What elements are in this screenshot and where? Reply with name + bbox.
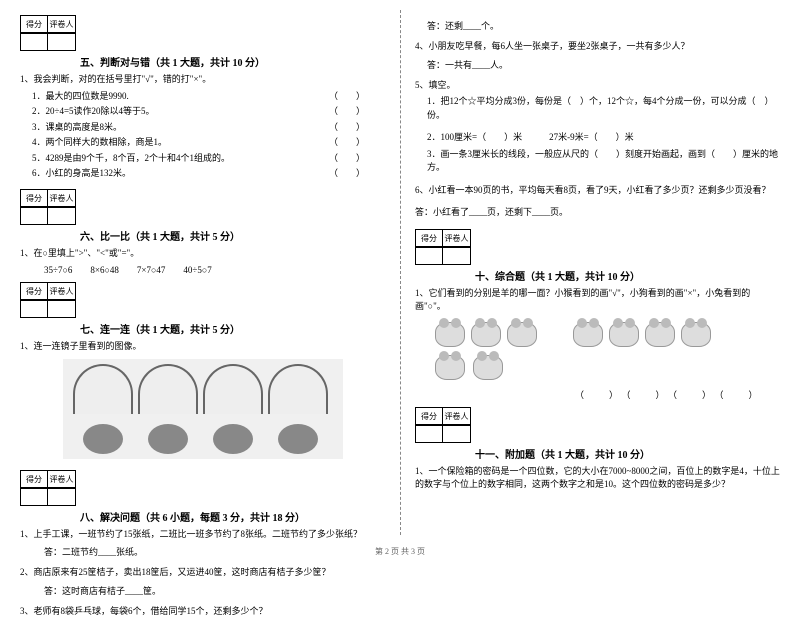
q8-2: 2、商店原来有25筐桔子，卖出18筐后，又运进40筐，这时商店有桔子多少筐？ [20, 566, 385, 580]
section-7-title: 七、连一连（共 1 大题，共计 5 分） [80, 321, 385, 336]
section-10-title: 十、综合题（共 1 大题，共计 10 分） [475, 268, 780, 283]
grader-blank [48, 300, 76, 318]
score-blank [20, 488, 48, 506]
q7-1: 1、连一连镜子里看到的图像。 [20, 340, 385, 354]
score-box-10: 得分 评卷人 [415, 229, 780, 265]
a8-4: 答：一共有____人。 [427, 58, 780, 71]
q5-item-6: 6．小红的身高是132米。 （ ） [32, 167, 385, 181]
score-blank [20, 300, 48, 318]
q6-1: 1、在○里填上">"、"<"或"="。 [20, 247, 385, 261]
q11-1: 1、一个保险箱的密码是一个四位数，它的大小在7000~8000之间，百位上的数字… [415, 465, 780, 492]
score-blank [415, 247, 443, 265]
score-box-8: 得分 评卷人 [20, 470, 385, 506]
score-label: 得分 [415, 229, 443, 247]
grader-blank [443, 247, 471, 265]
q5-item-1: 1．最大的四位数是9990. （ ） [32, 90, 385, 104]
q5-1: 1、我会判断，对的在括号里打"√"，错的打"×"。 [20, 73, 385, 87]
score-box-7: 得分 评卷人 [20, 282, 385, 318]
paren: （ ） [329, 90, 365, 104]
animal-icon [435, 355, 465, 380]
q6-row: 35÷7○6 8×6○48 7×7○47 40÷5○7 [44, 263, 385, 276]
grader-blank [48, 207, 76, 225]
q10-parens: （ ）（ ）（ ）（ ） [575, 388, 780, 401]
paren: （ ） [329, 167, 365, 181]
paren: （ ） [329, 136, 365, 150]
grader-label: 评卷人 [48, 189, 76, 207]
section-5-title: 五、判断对与错（共 1 大题，共计 10 分） [80, 54, 385, 69]
animal-icon [473, 355, 503, 380]
q8-6: 6、小红看一本90页的书，平均每天看8页，看了9天，小红看了多少页？还剩多少页没… [415, 184, 780, 198]
paren: （ ） [329, 105, 365, 119]
score-label: 得分 [20, 470, 48, 488]
score-label: 得分 [20, 15, 48, 33]
animals-row2 [435, 355, 780, 380]
item-text: 1．最大的四位数是9990. [32, 90, 129, 104]
score-box-5: 得分 评卷人 [20, 15, 385, 51]
section-6-title: 六、比一比（共 1 大题，共计 5 分） [80, 228, 385, 243]
section-8-title: 八、解决问题（共 6 小题，每题 3 分，共计 18 分） [80, 509, 385, 524]
animal-icon [645, 322, 675, 347]
grader-label: 评卷人 [443, 229, 471, 247]
score-label: 得分 [20, 189, 48, 207]
paren: （ ） [329, 152, 365, 166]
page-footer: 第 2 页 共 3 页 [0, 546, 800, 557]
q8-5-1: 1．把12个☆平均分成3份，每份是（ ）个，12个☆，每4个分成一份，可以分成（… [427, 95, 780, 122]
right-column: 答：还剩____个。 4、小朋友吃早餐，每6人坐一张桌子，要坐2张桌子，一共有多… [400, 0, 800, 565]
score-blank [415, 425, 443, 443]
a8-2: 答：这时商店有桔子____筐。 [44, 584, 385, 597]
animal-icon [507, 322, 537, 347]
q5-item-5: 5．4289是由9个千，8个百，2个十和4个1组成的。 （ ） [32, 152, 385, 166]
animal-icon [471, 322, 501, 347]
score-blank [20, 207, 48, 225]
grader-blank [48, 33, 76, 51]
item-text: 4．两个同样大的数相除，商是1。 [32, 136, 167, 150]
score-box-11: 得分 评卷人 [415, 407, 780, 443]
item-text: 6．小红的身高是132米。 [32, 167, 131, 181]
animal-icon [435, 322, 465, 347]
grader-label: 评卷人 [48, 15, 76, 33]
a8-6: 答：小红看了____页，还剩下____页。 [415, 206, 780, 220]
q5-item-3: 3．课桌的高度是8米。 （ ） [32, 121, 385, 135]
q8-3: 3、老师有8袋乒乓球，每袋6个，借给同学15个，还剩多少个？ [20, 605, 385, 618]
item-text: 3．课桌的高度是8米。 [32, 121, 122, 135]
animal-icon [609, 322, 639, 347]
q8-5: 5、填空。 [415, 79, 780, 93]
animal-icon [573, 322, 603, 347]
item-text: 5．4289是由9个千，8个百，2个十和4个1组成的。 [32, 152, 230, 166]
score-label: 得分 [20, 282, 48, 300]
q8-5-2: 2．100厘米=（ ）米 27米-9米=（ ）米 [427, 131, 780, 145]
score-label: 得分 [415, 407, 443, 425]
column-divider [400, 10, 401, 535]
q8-1: 1、上手工课，一班节约了15张纸，二班比一班多节约了8张纸。二班节约了多少张纸？ [20, 528, 385, 542]
score-box-6: 得分 评卷人 [20, 189, 385, 225]
q10-1: 1、它们看到的分别是羊的哪一面？小猴看到的画"√"，小狗看到的画"×"，小兔看到… [415, 287, 780, 314]
q5-item-2: 2．20÷4=5读作20除以4等于5。 （ ） [32, 105, 385, 119]
mirror-image [63, 359, 343, 459]
grader-blank [443, 425, 471, 443]
item-text: 2．20÷4=5读作20除以4等于5。 [32, 105, 155, 119]
left-column: 得分 评卷人 五、判断对与错（共 1 大题，共计 10 分） 1、我会判断，对的… [0, 0, 400, 565]
grader-blank [48, 488, 76, 506]
animal-icon [681, 322, 711, 347]
grader-label: 评卷人 [443, 407, 471, 425]
grader-label: 评卷人 [48, 470, 76, 488]
paren: （ ） [329, 121, 365, 135]
grader-label: 评卷人 [48, 282, 76, 300]
score-blank [20, 33, 48, 51]
section-11-title: 十一、附加题（共 1 大题，共计 10 分） [475, 446, 780, 461]
animals-image [435, 322, 780, 347]
q8-5-3: 3．画一条3厘米长的线段，一般应从尺的（ ）刻度开始画起，画到（ ）厘米的地方。 [427, 148, 780, 175]
q8-4: 4、小朋友吃早餐，每6人坐一张桌子，要坐2张桌子，一共有多少人？ [415, 40, 780, 54]
q5-item-4: 4．两个同样大的数相除，商是1。 （ ） [32, 136, 385, 150]
a8-3: 答：还剩____个。 [427, 19, 780, 32]
